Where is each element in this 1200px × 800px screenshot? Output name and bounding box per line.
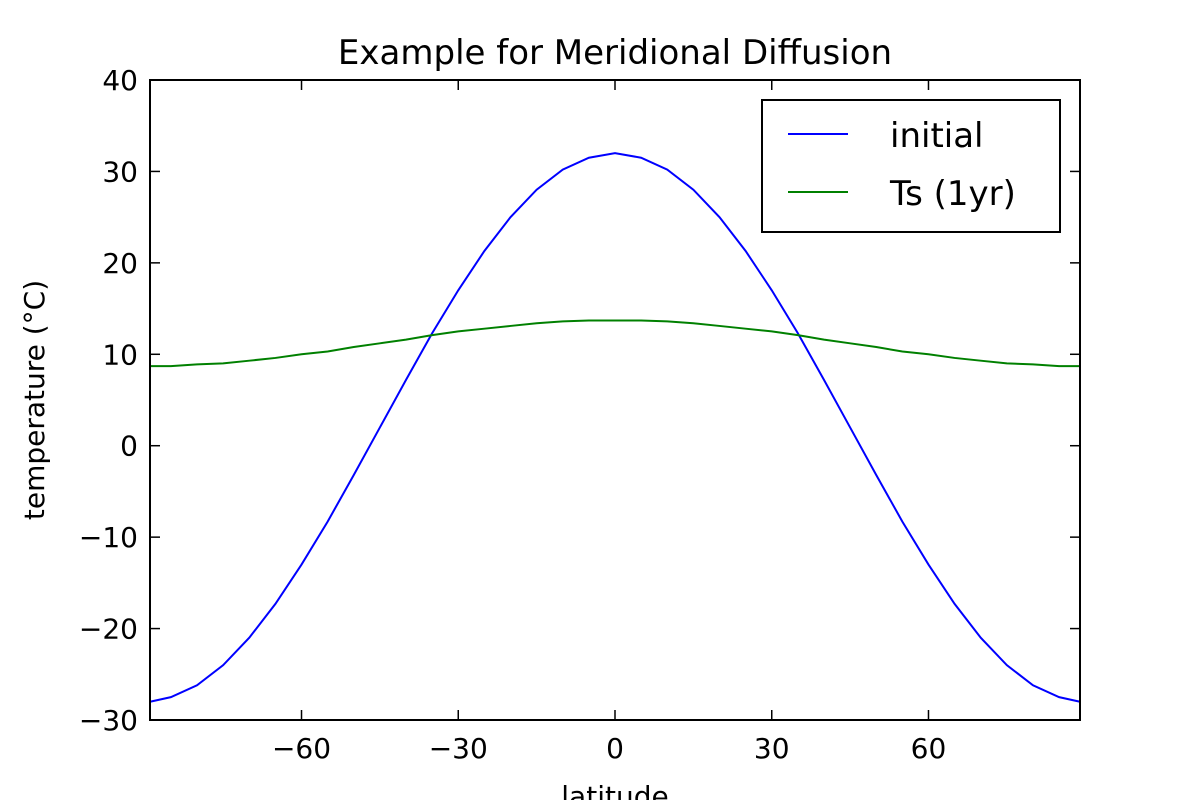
y-tick-label: −30 [79, 704, 138, 737]
plot-frame [149, 79, 1081, 721]
y-tick-label: 0 [120, 430, 138, 463]
x-tick-label: −60 [272, 732, 331, 765]
line-series [150, 319, 1080, 368]
x-tick-label: 30 [754, 732, 790, 765]
legend-label: initial [890, 116, 984, 156]
y-axis-label: temperature (°C) [18, 280, 51, 520]
legend-box [761, 99, 1061, 233]
y-tick-label: 30 [102, 155, 138, 188]
chart-title: Example for Meridional Diffusion [338, 33, 892, 73]
x-tick-label: 60 [911, 732, 947, 765]
y-tick-label: 40 [102, 64, 138, 97]
x-axis-label: latitude [561, 780, 668, 800]
y-tick-label: −10 [79, 521, 138, 554]
x-tick-label: 0 [606, 732, 624, 765]
y-tick-label: 20 [102, 247, 138, 280]
legend-label: Ts (1yr) [889, 174, 1016, 214]
x-tick-label: −30 [429, 732, 488, 765]
y-tick-label: 10 [102, 338, 138, 371]
line-series [149, 152, 1081, 703]
y-tick-label: −20 [79, 613, 138, 646]
